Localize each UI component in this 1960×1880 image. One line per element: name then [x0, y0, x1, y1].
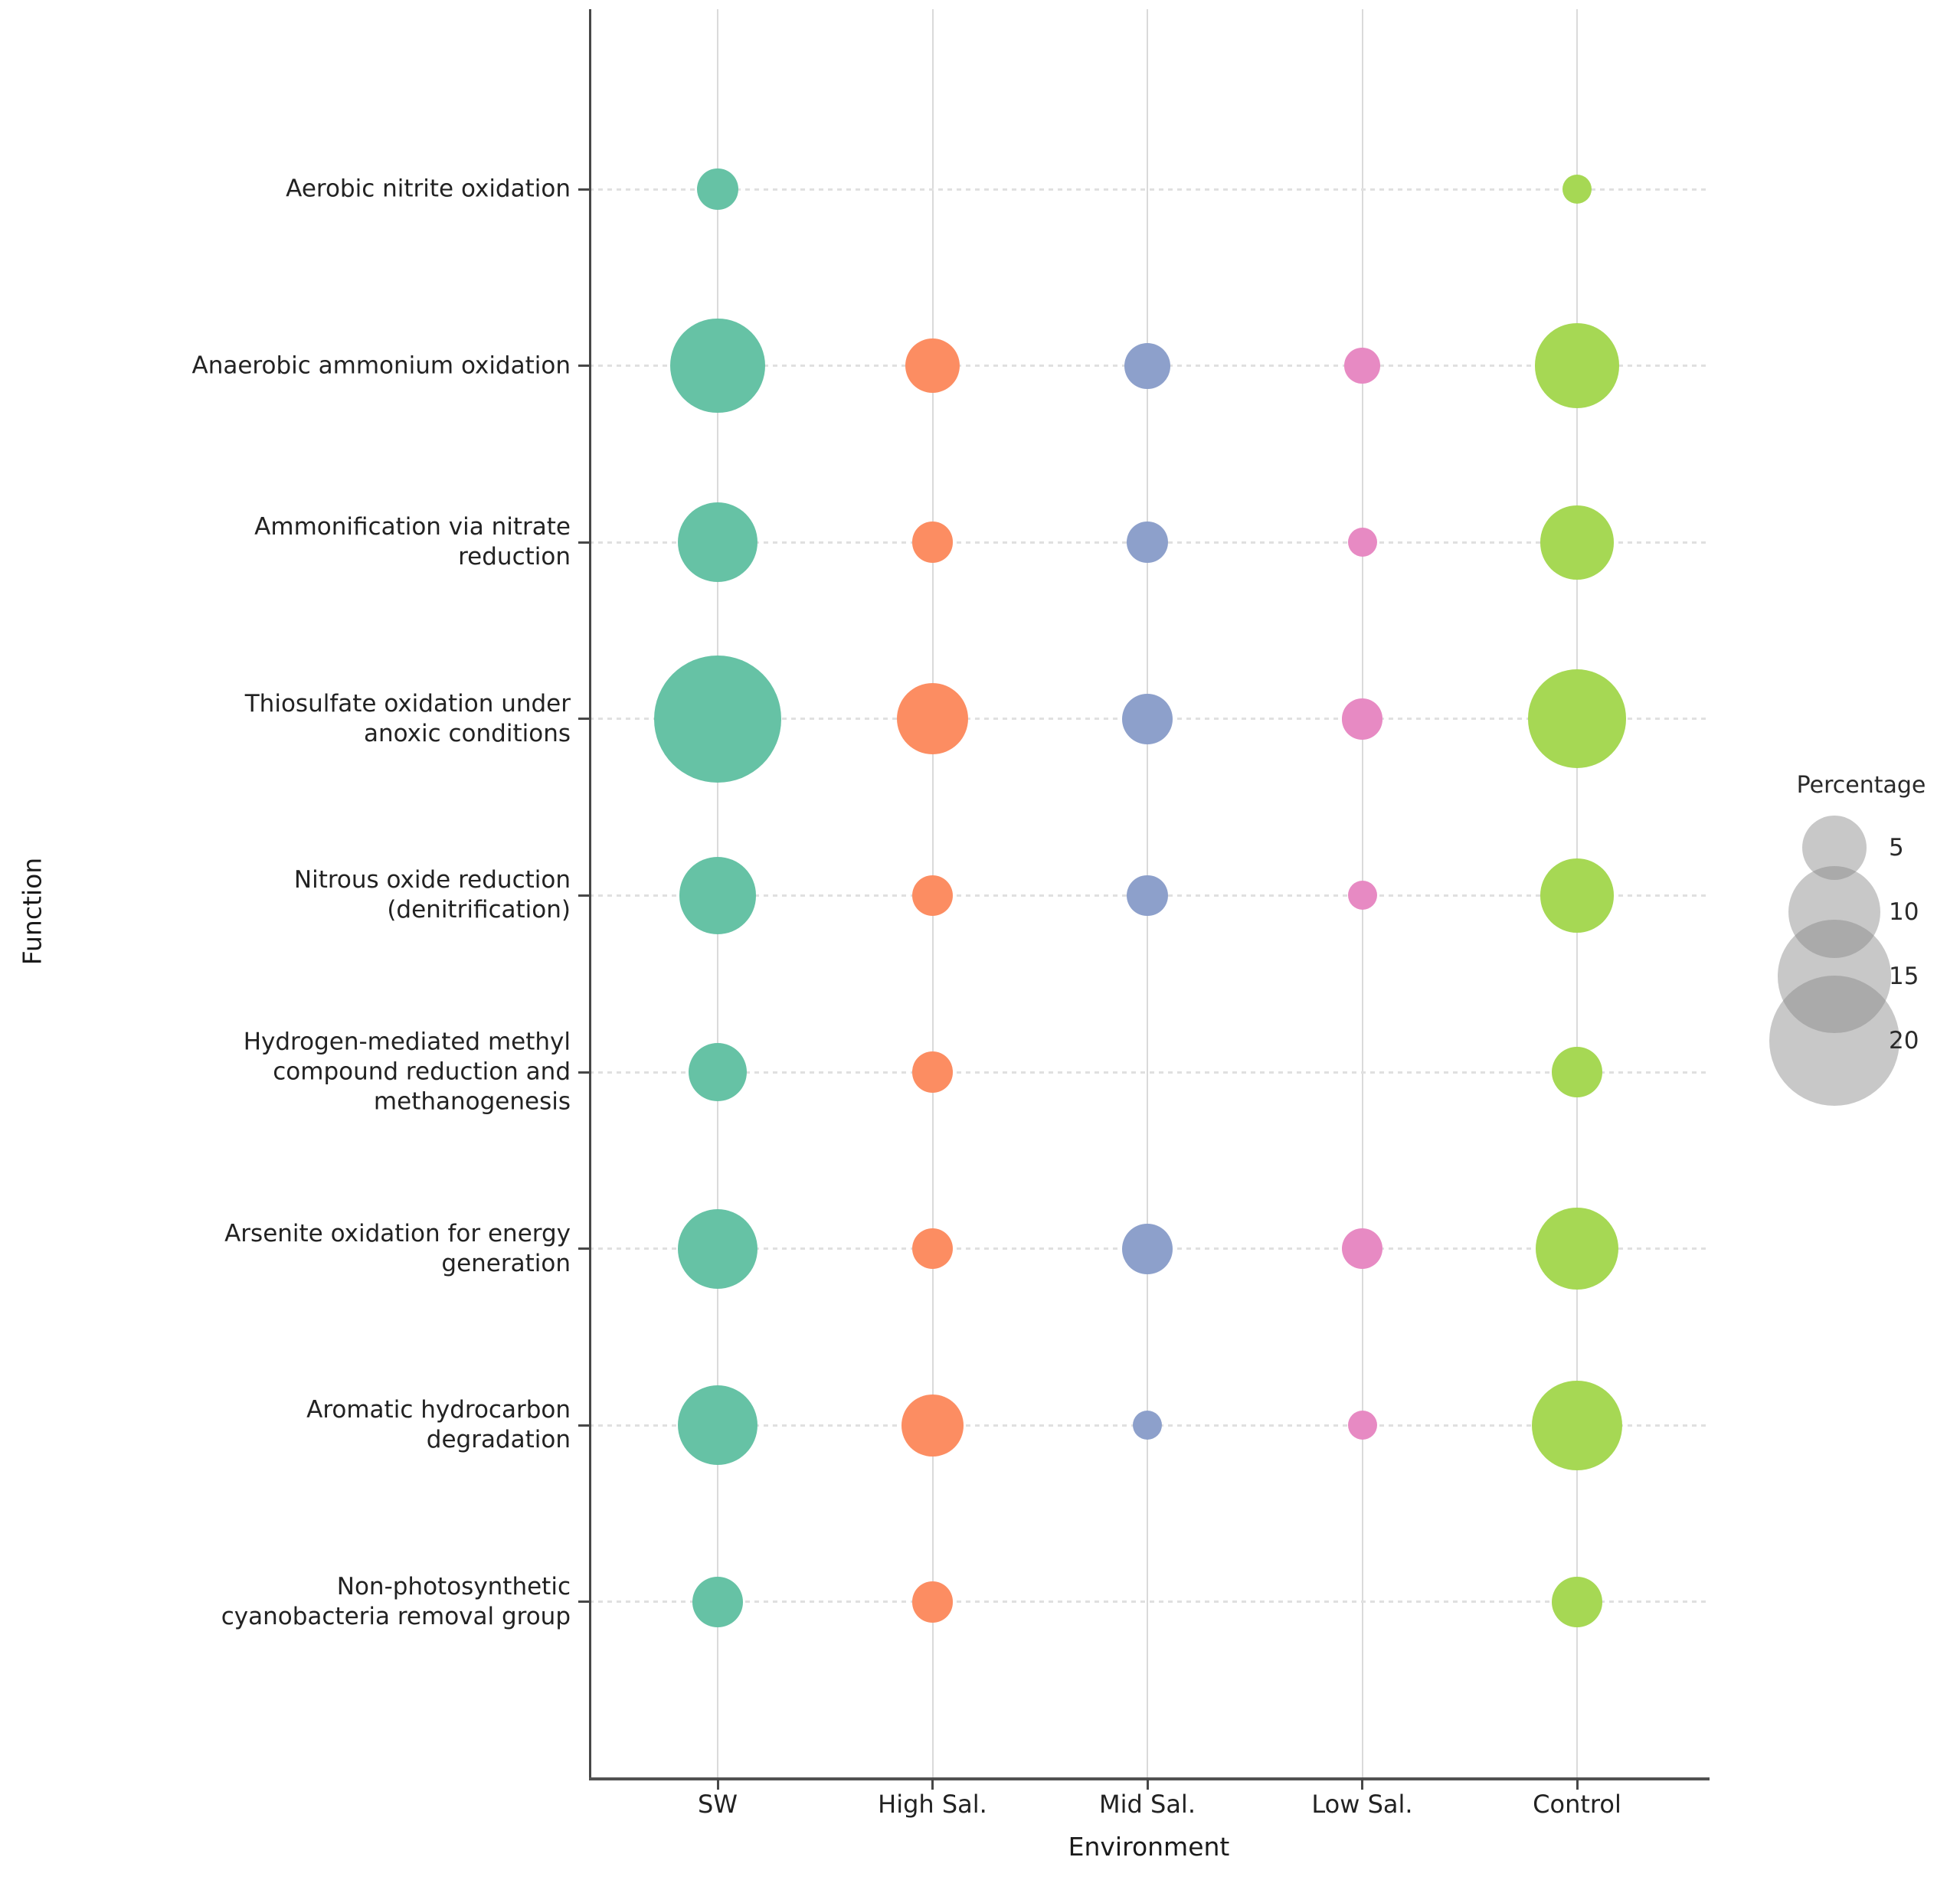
bubble-low-sal-row5 [1347, 881, 1377, 911]
bubble-high-sal-row6 [911, 1051, 954, 1093]
bubble-high-sal-row3 [911, 521, 954, 564]
x-tick-label: SW [698, 1790, 738, 1819]
x-axis-spine [589, 1777, 1710, 1780]
legend-size-circle [1801, 815, 1867, 881]
x-tick [1576, 1779, 1579, 1790]
bubble-control-row1 [1562, 175, 1592, 204]
legend-size-value: 20 [1889, 1027, 1919, 1054]
y-tick-label: Nitrous oxide reduction (denitrification… [293, 866, 571, 924]
bubble-high-sal-row4 [896, 683, 969, 755]
y-tick [578, 1071, 589, 1074]
y-gridline [589, 188, 1710, 191]
x-tick-label: High Sal. [878, 1790, 987, 1819]
x-tick-label: Low Sal. [1311, 1790, 1413, 1819]
legend-size-circle [1769, 976, 1899, 1106]
bubble-low-sal-row8 [1347, 1411, 1377, 1440]
bubble-sw-row8 [677, 1385, 758, 1466]
y-tick-label: Ammonification via nitrate reduction [254, 513, 571, 571]
x-tick [1146, 1779, 1149, 1790]
bubble-low-sal-row3 [1347, 528, 1377, 557]
legend-size-value: 5 [1889, 834, 1904, 862]
bubble-mid-sal-row2 [1124, 342, 1171, 389]
bubble-control-row2 [1534, 323, 1620, 408]
bubble-mid-sal-row7 [1122, 1223, 1173, 1274]
bubble-control-row3 [1540, 505, 1615, 580]
bubble-sw-row2 [670, 319, 765, 414]
bubble-mid-sal-row3 [1127, 521, 1168, 564]
bubble-mid-sal-row5 [1127, 875, 1168, 917]
y-tick-label: Anaerobic ammonium oxidation [191, 351, 571, 380]
bubble-mid-sal-row8 [1133, 1411, 1162, 1440]
y-tick [578, 541, 589, 544]
bubble-sw-row1 [697, 168, 738, 210]
bubble-mid-sal-row4 [1122, 693, 1173, 744]
y-tick-label: Aromatic hydrocarbon degradation [306, 1396, 571, 1454]
x-tick-label: Control [1533, 1790, 1621, 1819]
bubble-low-sal-row7 [1341, 1228, 1383, 1270]
bubble-sw-row5 [679, 857, 757, 934]
x-tick-label: Mid Sal. [1099, 1790, 1196, 1819]
bubble-control-row7 [1536, 1207, 1618, 1290]
y-tick [578, 1600, 589, 1604]
y-tick [578, 718, 589, 721]
x-axis-title: Environment [1068, 1832, 1230, 1862]
bubble-high-sal-row2 [905, 338, 960, 394]
y-tick-label: Arsenite oxidation for energy generation [224, 1219, 571, 1277]
legend-size-value: 10 [1889, 898, 1919, 926]
legend-title: Percentage [1796, 772, 1926, 799]
y-tick-label: Thiosulfate oxidation under anoxic condi… [244, 689, 571, 747]
y-tick-label: Hydrogen-mediated methyl compound reduct… [243, 1028, 571, 1116]
y-tick [578, 365, 589, 368]
y-tick-label: Aerobic nitrite oxidation [286, 175, 571, 203]
bubble-high-sal-row5 [911, 875, 954, 917]
bubble-sw-row4 [654, 655, 781, 783]
y-tick [578, 894, 589, 897]
bubble-sw-row9 [692, 1576, 743, 1627]
bubble-high-sal-row7 [911, 1228, 954, 1270]
bubble-sw-row6 [689, 1043, 747, 1101]
bubble-sw-row7 [677, 1208, 758, 1289]
y-axis-spine [589, 9, 591, 1779]
bubble-low-sal-row2 [1344, 348, 1380, 384]
y-tick [578, 1247, 589, 1251]
y-gridline [589, 1600, 1710, 1604]
bubble-high-sal-row8 [901, 1394, 964, 1457]
y-gridline [589, 1071, 1710, 1074]
x-tick [716, 1779, 719, 1790]
legend-size-circle [1788, 865, 1881, 959]
x-tick [931, 1779, 934, 1790]
bubble-low-sal-row4 [1341, 698, 1383, 740]
bubble-control-row9 [1552, 1576, 1602, 1627]
legend-size-value: 15 [1889, 963, 1919, 990]
x-tick [1361, 1779, 1363, 1790]
bubble-control-row6 [1552, 1047, 1602, 1097]
bubble-control-row8 [1532, 1380, 1622, 1470]
y-tick-label: Non-photosynthetic cyanobacteria removal… [221, 1572, 571, 1630]
bubble-sw-row3 [677, 502, 758, 583]
bubble-control-row5 [1540, 858, 1615, 933]
y-tick [578, 188, 589, 191]
bubble-control-row4 [1527, 669, 1627, 769]
bubble-high-sal-row9 [911, 1581, 954, 1623]
legend-size-circle [1778, 920, 1891, 1033]
y-tick [578, 1424, 589, 1427]
